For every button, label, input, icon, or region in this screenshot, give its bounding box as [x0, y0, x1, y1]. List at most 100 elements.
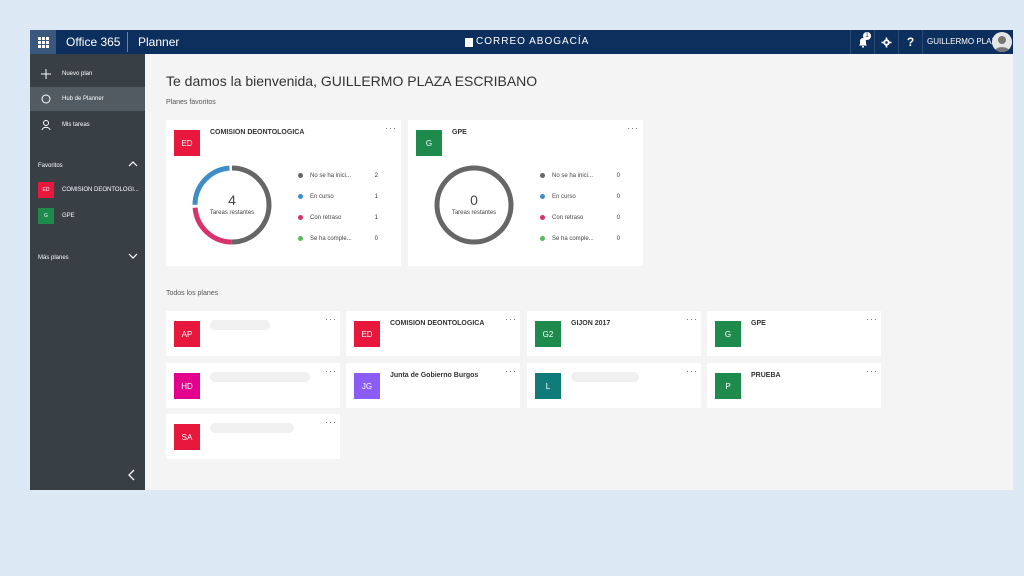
question-icon: ?	[906, 35, 915, 49]
plan-card-l[interactable]: L ···	[527, 363, 701, 408]
plan-card-p[interactable]: P PRUEBA ···	[707, 363, 881, 408]
plan-card-jg[interactable]: JG Junta de Gobierno Burgos ···	[346, 363, 520, 408]
plan-badge: G	[715, 321, 741, 347]
favorites-heading: Planes favoritos	[166, 99, 216, 106]
sidebar-item-planner-hub[interactable]: Hub de Planner	[30, 87, 145, 111]
plan-title: PRUEBA	[751, 372, 781, 379]
status-dot	[540, 194, 545, 199]
sidebar-item-label: Mis tareas	[62, 122, 90, 128]
plan-card-hd[interactable]: HD ···	[166, 363, 340, 408]
app-launcher-button[interactable]	[30, 30, 56, 54]
more-options-icon[interactable]: ···	[686, 314, 698, 324]
office365-link[interactable]: Office 365	[66, 35, 121, 49]
status-dot	[298, 215, 303, 220]
status-label: En curso	[310, 194, 334, 200]
status-dot	[540, 236, 545, 241]
help-button[interactable]: ?	[898, 30, 922, 54]
more-options-icon[interactable]: ···	[505, 314, 517, 324]
remaining-count: 0	[470, 192, 478, 208]
more-plans-section-title: Más planes	[38, 255, 69, 261]
status-label: No se ha inici...	[310, 173, 352, 179]
remaining-count: 4	[228, 192, 236, 208]
more-options-icon[interactable]: ···	[385, 123, 397, 133]
plan-title: COMISION DEONTOLOGICA	[390, 320, 485, 327]
favorite-card-gpe[interactable]: G GPE ··· 0 Tareas restantes No se ha in…	[408, 120, 643, 266]
status-row: Se ha comple... 0	[540, 234, 620, 244]
status-value: 0	[616, 173, 620, 179]
sidebar-item-my-tasks[interactable]: Mis tareas	[30, 113, 145, 137]
plan-badge: HD	[174, 373, 200, 399]
plan-badge: ED	[38, 182, 54, 198]
planner-window: Office 365 Planner CORREO ABOGACÍA 1 ?	[30, 30, 1013, 490]
plus-icon	[41, 69, 51, 79]
more-options-icon[interactable]: ···	[627, 123, 639, 133]
plan-card-ap[interactable]: AP ···	[166, 311, 340, 356]
settings-button[interactable]	[874, 30, 898, 54]
planner-link[interactable]: Planner	[138, 35, 180, 49]
waffle-icon	[37, 36, 49, 48]
top-bar: Office 365 Planner CORREO ABOGACÍA 1 ?	[30, 30, 1013, 54]
sidebar: Nuevo plan Hub de Planner Mis tareas Fav…	[30, 54, 145, 490]
status-row: No se ha inici... 2	[298, 171, 378, 181]
plan-title: Junta de Gobierno Burgos	[390, 372, 479, 379]
sidebar-favorite-comision[interactable]: ED COMISION DEONTOLOGI...	[30, 180, 145, 200]
plan-badge: L	[535, 373, 561, 399]
sidebar-item-new-plan[interactable]: Nuevo plan	[30, 62, 145, 86]
chevron-up-icon[interactable]	[128, 160, 138, 168]
status-dot	[298, 194, 303, 199]
status-value: 1	[374, 215, 378, 221]
plan-badge: SA	[174, 424, 200, 450]
sidebar-item-label: Nuevo plan	[62, 71, 93, 77]
status-value: 1	[374, 194, 378, 200]
account-button[interactable]: GUILLERMO PLAZ...	[922, 30, 1013, 54]
donut-ring-empty	[434, 165, 514, 245]
status-dot	[298, 236, 303, 241]
more-options-icon[interactable]: ···	[866, 314, 878, 324]
notifications-button[interactable]: 1	[850, 30, 874, 54]
status-row: No se ha inici... 0	[540, 171, 620, 181]
status-label: No se ha inici...	[552, 173, 594, 179]
status-value: 0	[616, 236, 620, 242]
more-options-icon[interactable]: ···	[325, 417, 337, 427]
status-row: En curso 1	[298, 192, 378, 202]
plan-card-g[interactable]: G GPE ···	[707, 311, 881, 356]
favorites-section-title: Favoritos	[38, 163, 63, 169]
more-options-icon[interactable]: ···	[866, 366, 878, 376]
status-row: Se ha comple... 0	[298, 234, 378, 244]
more-options-icon[interactable]: ···	[505, 366, 517, 376]
sidebar-item-label: Hub de Planner	[62, 96, 104, 102]
donut-segment-not-started	[192, 165, 272, 245]
notification-count-badge: 1	[863, 32, 871, 40]
redacted-title	[571, 372, 639, 382]
all-plans-heading: Todos los planes	[166, 290, 219, 297]
brand-text: CORREO ABOGACÍA	[476, 36, 590, 47]
sidebar-item-label: GPE	[62, 213, 75, 219]
status-row: Con retraso 1	[298, 213, 378, 223]
status-value: 0	[374, 236, 378, 242]
redacted-title	[210, 320, 270, 330]
remaining-label: Tareas restantes	[451, 210, 497, 216]
plan-card-g2[interactable]: G2 GIJON 2017 ···	[527, 311, 701, 356]
plan-badge: G	[416, 130, 442, 156]
favorite-card-comision[interactable]: ED COMISION DEONTOLOGICA ··· 4 Tareas re…	[166, 120, 401, 266]
redacted-title	[210, 423, 294, 433]
collapse-sidebar-button[interactable]	[126, 468, 138, 482]
plan-card-ed[interactable]: ED COMISION DEONTOLOGICA ···	[346, 311, 520, 356]
status-value: 0	[616, 215, 620, 221]
status-row: En curso 0	[540, 192, 620, 202]
status-label: Se ha comple...	[310, 236, 352, 242]
more-options-icon[interactable]: ···	[686, 366, 698, 376]
gear-icon	[881, 37, 892, 47]
plan-badge: JG	[354, 373, 380, 399]
more-options-icon[interactable]: ···	[325, 366, 337, 376]
sidebar-item-label: COMISION DEONTOLOGI...	[62, 187, 139, 193]
plan-badge: G2	[535, 321, 561, 347]
more-options-icon[interactable]: ···	[325, 314, 337, 324]
plan-card-sa[interactable]: SA ···	[166, 414, 340, 459]
status-label: En curso	[552, 194, 576, 200]
circle-icon	[41, 94, 51, 104]
plan-title: GPE	[452, 129, 467, 136]
status-dot	[540, 173, 545, 178]
chevron-down-icon[interactable]	[128, 252, 138, 260]
sidebar-favorite-gpe[interactable]: G GPE	[30, 206, 145, 226]
